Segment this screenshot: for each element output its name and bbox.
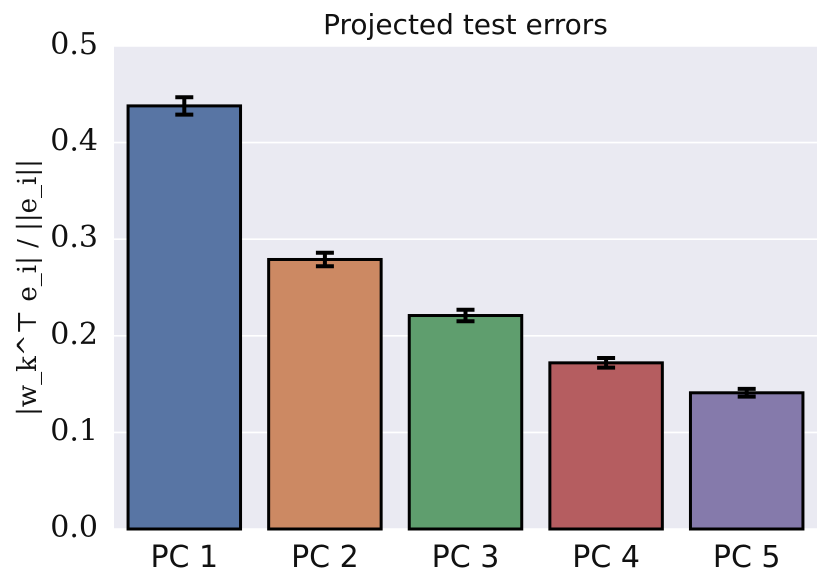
- bars: [126, 104, 805, 531]
- bar-pc-4: [548, 361, 664, 531]
- x-axis-ticks: PC 1 PC 2 PC 3 PC 4 PC 5: [150, 540, 780, 575]
- x-tick-label: PC 5: [713, 540, 781, 575]
- x-tick-label: PC 4: [572, 540, 640, 575]
- x-tick-label: PC 2: [291, 540, 359, 575]
- y-axis-label: |w_k^⊤ e_i| / ||e_i||: [13, 159, 43, 416]
- bar-pc-5: [688, 391, 805, 531]
- chart-title: Projected test errors: [323, 8, 608, 41]
- y-tick-label: 0.1: [50, 413, 98, 448]
- x-tick-label: PC 1: [150, 540, 218, 575]
- bar-pc-3: [407, 314, 524, 531]
- bar-pc-2: [267, 257, 383, 531]
- y-tick-label: 0.2: [50, 317, 98, 352]
- y-axis-ticks: 0.0 0.1 0.2 0.3 0.4 0.5: [50, 27, 98, 545]
- y-tick-label: 0.4: [50, 124, 98, 159]
- y-tick-label: 0.0: [50, 510, 98, 545]
- y-tick-label: 0.5: [50, 27, 98, 62]
- x-tick-label: PC 3: [432, 540, 500, 575]
- error-bars: [175, 95, 756, 399]
- y-tick-label: 0.3: [50, 220, 98, 255]
- bar-pc-1: [126, 104, 243, 531]
